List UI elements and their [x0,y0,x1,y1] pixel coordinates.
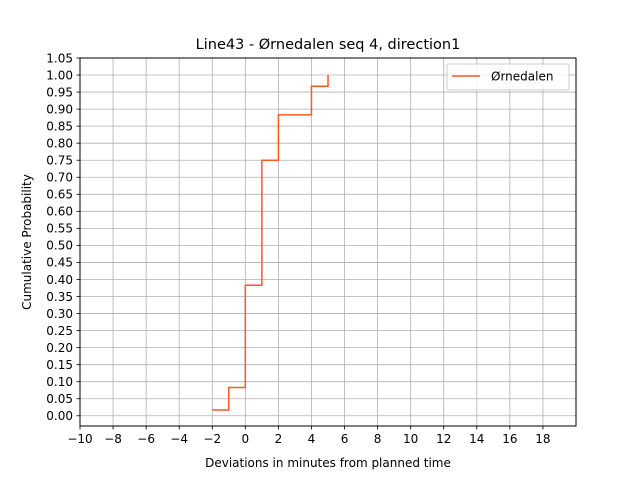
y-tick-label: 0.85 [46,119,73,133]
x-tick-label: −2 [203,432,221,446]
y-tick-label: 1.00 [46,68,73,82]
legend-label-ornedalen: Ørnedalen [491,70,553,84]
x-tick-label: −10 [67,432,92,446]
series-line-ornedalen [212,75,329,411]
x-tick-label: −8 [104,432,122,446]
y-tick-label: 0.50 [46,239,73,253]
x-tick-label: 12 [436,432,451,446]
x-tick-label: 8 [374,432,382,446]
y-tick-label: 0.15 [46,358,73,372]
y-tick-label: 0.65 [46,188,73,202]
x-axis-title: Deviations in minutes from planned time [205,456,451,470]
y-tick-label: 0.45 [46,256,73,270]
x-tick-label: 6 [341,432,349,446]
y-tick-label: 1.05 [46,51,73,65]
y-tick-label: 0.95 [46,85,73,99]
x-tick-label: 0 [242,432,250,446]
x-tick-label: 4 [308,432,316,446]
y-tick-label: 0.05 [46,392,73,406]
legend: Ørnedalen [446,63,570,91]
y-tick-label: 0.70 [46,171,73,185]
x-tick-label: −6 [137,432,155,446]
y-tick-label: 0.25 [46,324,73,338]
y-tick-label: 0.60 [46,205,73,219]
x-tick-label: 14 [469,432,484,446]
y-tick-label: 0.35 [46,290,73,304]
y-tick-label: 0.75 [46,154,73,168]
y-tick-label: 0.20 [46,341,73,355]
y-tick-label: 0.30 [46,307,73,321]
y-tick-label: 0.00 [46,409,73,423]
series-layer [212,75,329,411]
y-tick-label: 0.80 [46,136,73,150]
y-axis-title: Cumulative Probability [20,174,34,310]
x-tick-label: 18 [535,432,550,446]
legend-box [446,63,570,91]
x-tick-label: −4 [170,432,188,446]
ticks: −10 −8 −6 −4 −2 0 2 4 6 8 10 12 14 16 18 0.00 0.05 0.10 0.… [46,51,550,446]
y-tick-label: 0.10 [46,375,73,389]
y-tick-label: 0.40 [46,273,73,287]
x-tick-label: 16 [502,432,517,446]
y-tick-label: 0.55 [46,222,73,236]
chart-title: Line43 - Ørnedalen seq 4, direction1 [196,37,461,53]
x-tick-label: 2 [275,432,283,446]
plot-frame [79,57,577,427]
x-tick-label: 10 [403,432,418,446]
y-tick-label: 0.90 [46,102,73,116]
